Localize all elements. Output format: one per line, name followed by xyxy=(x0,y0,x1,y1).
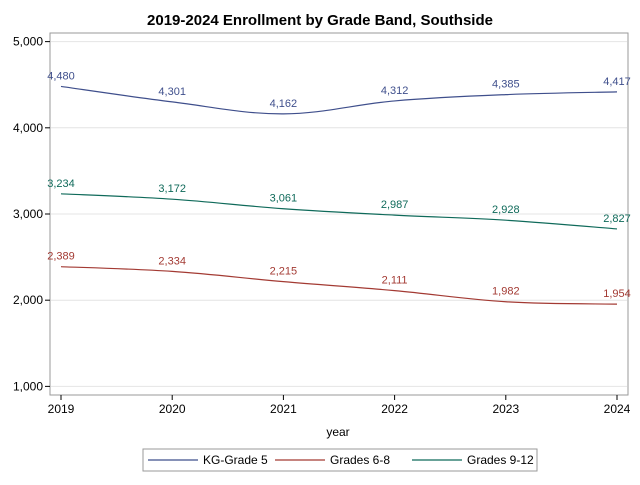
y-tick-label: 4,000 xyxy=(13,121,43,135)
legend-label: Grades 6-8 xyxy=(330,453,390,467)
y-tick-label: 2,000 xyxy=(13,293,43,307)
legend: KG-Grade 5 Grades 6-8 Grades 9-12 xyxy=(148,453,534,467)
data-label: 3,061 xyxy=(270,193,298,205)
x-tick-label: 2020 xyxy=(159,402,186,416)
data-label: 4,417 xyxy=(603,76,631,88)
data-label: 2,928 xyxy=(492,204,520,216)
data-label: 2,827 xyxy=(603,213,631,225)
data-label: 2,215 xyxy=(270,266,298,278)
data-label: 4,312 xyxy=(381,85,409,97)
x-tick-label: 2019 xyxy=(48,402,75,416)
chart-title: 2019-2024 Enrollment by Grade Band, Sout… xyxy=(147,12,493,29)
x-tick-label: 2024 xyxy=(604,402,631,416)
series-line xyxy=(60,266,618,305)
data-label: 4,385 xyxy=(492,79,520,91)
series-line xyxy=(60,85,618,115)
x-tick-label: 2021 xyxy=(270,402,297,416)
data-label: 4,480 xyxy=(47,70,75,82)
y-tick-label: 5,000 xyxy=(13,35,43,49)
x-tick-label: 2023 xyxy=(492,402,519,416)
data-label: 4,301 xyxy=(158,86,186,98)
data-label: 2,334 xyxy=(158,255,186,267)
gridlines xyxy=(51,41,627,387)
legend-label: Grades 9-12 xyxy=(467,453,534,467)
series-line xyxy=(60,193,618,230)
x-axis-label: year xyxy=(326,425,349,439)
data-label: 2,987 xyxy=(381,199,409,211)
data-label: 2,111 xyxy=(382,275,408,287)
series-lines xyxy=(60,85,618,305)
data-label: 3,172 xyxy=(158,183,186,195)
data-label: 4,162 xyxy=(270,98,298,110)
data-label: 1,954 xyxy=(603,288,631,300)
data-labels: 4,480 4,301 4,162 4,312 4,385 4,417 2,389 2,334… xyxy=(47,70,631,300)
data-label: 1,982 xyxy=(492,286,520,298)
legend-box xyxy=(142,448,538,472)
x-tick-label: 2022 xyxy=(381,402,408,416)
data-label: 3,234 xyxy=(47,178,75,190)
y-tick-label: 3,000 xyxy=(13,207,43,221)
y-tick-label: 1,000 xyxy=(13,379,43,393)
legend-label: KG-Grade 5 xyxy=(203,453,268,467)
y-axis: 1,000 2,000 3,000 4,000 5,000 xyxy=(13,35,50,393)
data-label: 2,389 xyxy=(47,251,75,263)
x-axis: 2019 2020 2021 2022 2023 2024 xyxy=(48,395,631,416)
